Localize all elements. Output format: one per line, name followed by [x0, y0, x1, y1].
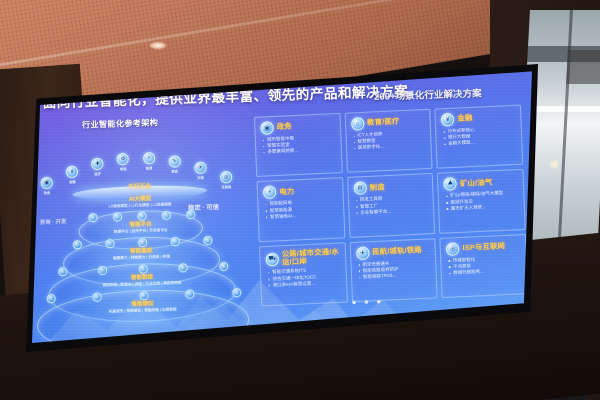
industry-icon-label: 金融 [69, 180, 76, 185]
制造-glyph: ⚙ [116, 152, 130, 165]
card-header: ▣ 政务 [260, 118, 335, 135]
互联网-glyph: ◎ [219, 170, 233, 184]
pyramid-layer-label-1: 智能平台 数据平台 | 应用平台 | 开发者平台 [114, 219, 168, 235]
card-title: 电力 [279, 186, 295, 196]
power-icon: ⚡ [262, 185, 277, 200]
pyramid-node [218, 261, 228, 272]
industry-icon-金融: ¥ 金融 [61, 166, 84, 185]
教育-glyph: ✎ [168, 154, 181, 168]
aviation-rail-icon: ✈ [355, 245, 370, 260]
isp-internet-icon: ◎ [445, 241, 460, 256]
industry-icon-能源: ⚡ 能源 [137, 151, 160, 170]
solution-card-power[interactable]: ⚡ 电力 智能配网电 智慧新能源 智慧输电AI… [256, 177, 346, 242]
industry-icon-label: 制造 [119, 166, 127, 171]
交通-glyph: ✈ [193, 161, 207, 175]
pyramid-layer-label-2: 智能基座 鲲鹏算力 | 昇腾算力 | 云底座 | 存储 [113, 245, 170, 261]
card-header: ✈ 民航/城轨/铁路 [355, 243, 431, 260]
industry-icon-label: 交通 [197, 176, 204, 181]
card-bullet: 金融大模型… [444, 138, 516, 148]
ceiling-downlight [150, 42, 166, 49]
card-title: 矿山/油气 [459, 176, 493, 188]
mining-oilgas-icon: ⛰ [443, 177, 458, 192]
card-header: ⛟ 公路/城市交通/水运/口岸 [265, 246, 340, 268]
education-health-icon: ⌂ [350, 116, 365, 131]
card-title: ISP与互联网 [462, 241, 506, 253]
card-bullet-list: 传媒数智化 千兆家庭 数据托管服务… [449, 254, 522, 276]
industry-icon-label: 教育 [171, 169, 178, 174]
card-title: 教育/医疗 [366, 116, 400, 128]
能源-glyph: ⚡ [142, 151, 155, 165]
slide-subtitle: 200+场景化行业解决方案 [373, 87, 482, 102]
solution-card-government[interactable]: ▣ 政务 城市智能中枢 智慧实验室 多要素网格管… [253, 112, 343, 178]
pyramid-model-band: AI大模型 L0通用模型 | L1行业模型 | L2场景模型 [108, 195, 172, 208]
solution-card-road-transport[interactable]: ⛟ 公路/城市交通/水运/口岸 智能交通系统ITS 综合交通一体化TOCC 港口多env… [258, 241, 348, 307]
pyramid-node [72, 239, 82, 250]
card-title: 制造 [369, 181, 385, 192]
solution-card-grid: ▣ 政务 城市智能中枢 智慧实验室 多要素网格管… ⌂ 教育/医疗 ICT人才培养 智慧教室 医技… [253, 104, 529, 307]
slide: 面向行业智能化，提供业界最丰富、领先的产品和解决方案 200+场景化行业解决方案… [32, 71, 532, 343]
solution-card-finance[interactable]: ¥ 金融 分布式新核心 银行大数据 金融大模型… [434, 104, 524, 169]
pyramid-top-label: 千行万业 [128, 183, 152, 191]
pyramid-node [231, 287, 241, 298]
card-bullet-list: 分布式新核心 银行大数据 金融大模型… [444, 125, 517, 147]
card-bullet-list: 智能配网电 智慧新能源 智慧输电AI… [265, 198, 338, 220]
card-bullet-list: 智能交通系统ITS 综合交通一体化TOCC 港口多env智慧运营… [268, 267, 341, 289]
card-bullet-list: 城市智能中枢 智慧实验室 多要素网格管… [263, 134, 336, 156]
pyramid-node [202, 235, 213, 246]
card-header: ⚙ 制造 [353, 179, 428, 196]
finance-icon: ¥ [440, 112, 455, 127]
industry-icon-label: 医疗 [94, 171, 102, 177]
pyramid-layer-label-3: 智能联接 园区网络 | 数据中心网络 | 行业光网 | 确定性网络 [102, 271, 182, 287]
医疗-glyph: ✚ [91, 157, 104, 171]
solution-card-manufacturing[interactable]: ⚙ 制造 研发工具链 智慧工厂 企业智算平台… [346, 173, 436, 238]
industry-icon-教育: ✎ 教育 [163, 154, 186, 174]
industry-icon-label: 政务 [43, 190, 51, 196]
pyramid-node [45, 293, 56, 304]
industry-icon-label: 能源 [145, 165, 153, 171]
industry-icon-label: 互联网 [221, 185, 232, 190]
card-header: ⌂ 教育/医疗 [350, 114, 426, 131]
manufacturing-icon: ⚙ [353, 181, 367, 196]
solution-card-aviation-rail[interactable]: ✈ 民航/城轨/铁路 航空无感通关 智能铁路周界防护 智能铁路TFDS… [349, 237, 438, 303]
政务-glyph: ▣ [40, 176, 53, 190]
card-bullet-list: 研发工具链 智慧工厂 企业智算平台… [356, 194, 429, 216]
card-bullet-list: 矿山/钢铁/煤网/油气大模型 勘探开发云 露天矿无人驾驶… [446, 190, 519, 212]
government-icon: ▣ [260, 121, 274, 135]
card-header: ¥ 金融 [440, 110, 516, 127]
card-bullet-list: ICT人才培养 智慧教室 医技数字化… [353, 129, 426, 151]
industry-icon-政务: ▣ 政务 [35, 176, 58, 195]
card-header: ◎ ISP与互联网 [445, 239, 521, 256]
pyramid-node [169, 236, 180, 247]
solution-card-isp-internet[interactable]: ◎ ISP与互联网 传媒数智化 千兆家庭 数据托管服务… [439, 233, 529, 299]
architecture-pyramid: ▣ 政务 ¥ 金融 ✚ 医疗 ⚙ 制造 ⚡ 能源 ✎ 教育 ✈ 交通 ◎ 互联网 千行万业 AI大模型 L0通… [32, 128, 250, 343]
card-title: 公路/城市交通/水运/口岸 [281, 246, 340, 267]
card-title: 民航/城轨/铁路 [371, 244, 423, 257]
pyramid-node [185, 209, 196, 220]
industry-icon-交通: ✈ 交通 [189, 161, 212, 181]
pyramid-node [57, 267, 67, 277]
card-bullet: 多要素网格管… [263, 146, 335, 156]
industry-icon-互联网: ◎ 互联网 [215, 170, 238, 190]
road-transport-icon: ⛟ [265, 252, 280, 266]
card-title: 政务 [276, 121, 292, 132]
card-title: 金融 [457, 113, 473, 124]
金融-glyph: ¥ [65, 166, 79, 179]
pyramid-layer-label-4: 智能感知 机器视觉 | 物联感知 | 智能终端 | 边缘智能 [109, 298, 177, 314]
card-bullet: 医技数字化… [354, 142, 426, 152]
solution-card-mining-oilgas[interactable]: ⛰ 矿山/油气 矿山/钢铁/煤网/油气大模型 勘探开发云 露天矿无人驾驶… [437, 169, 526, 234]
card-bullet-list: 航空无感通关 智能铁路周界防护 智能铁路TFDS… [358, 258, 431, 280]
pyramid-node [87, 212, 98, 223]
card-header: ⚡ 电力 [262, 183, 338, 200]
solution-card-education-health[interactable]: ⌂ 教育/医疗 ICT人才培养 智慧教室 医技数字化… [344, 108, 433, 174]
video-wall-screen[interactable]: 面向行业智能化，提供业界最丰富、领先的产品和解决方案 200+场景化行业解决方案… [32, 71, 532, 343]
industry-icon-制造: ⚙ 制造 [112, 152, 135, 171]
architecture-heading: 行业智能化参考架构 [81, 118, 159, 130]
card-header: ⛰ 矿山/油气 [443, 174, 518, 192]
industry-icon-医疗: ✚ 医疗 [86, 157, 109, 176]
